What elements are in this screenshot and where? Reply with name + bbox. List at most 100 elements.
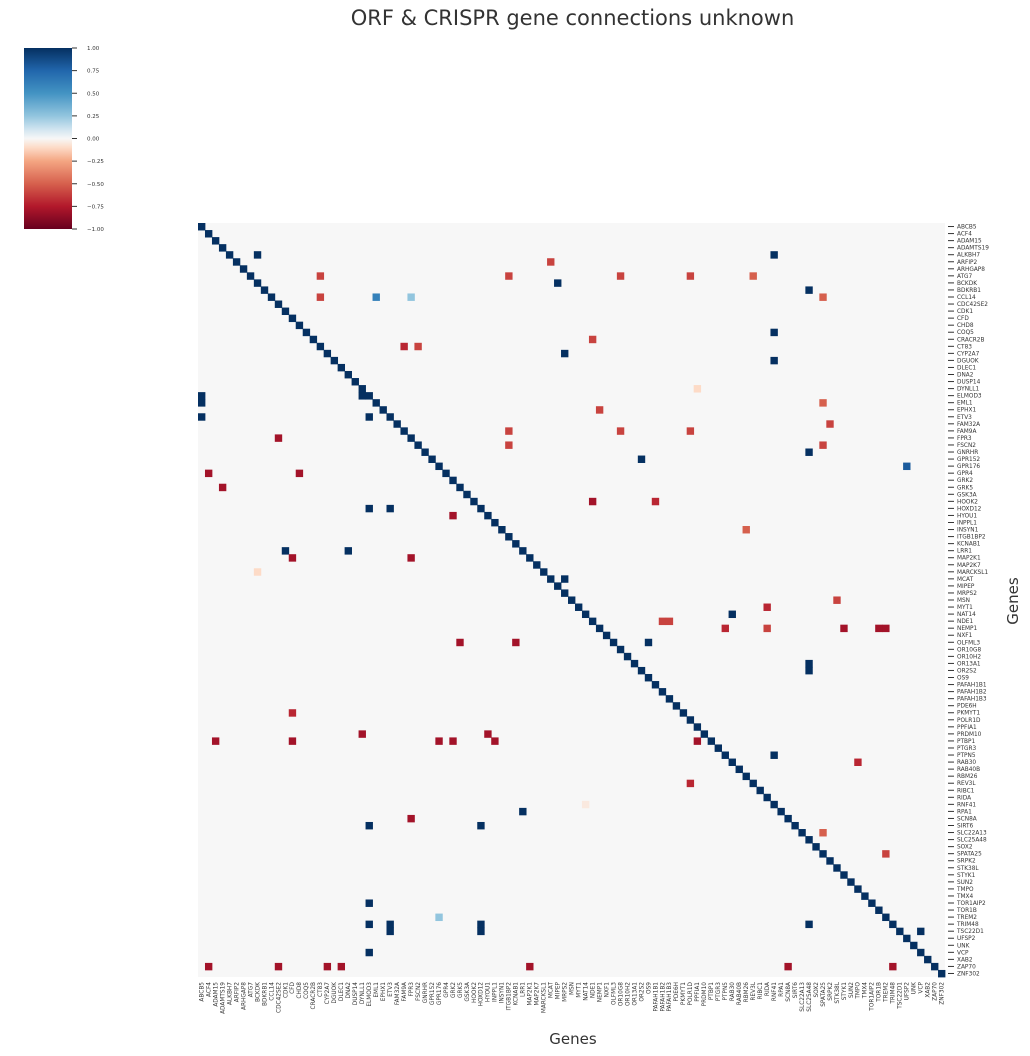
x-tick-label: NAT14: [583, 982, 589, 1001]
y-tick-label: ALKBH7: [957, 253, 980, 259]
y-tick-label: HOXD12: [957, 506, 982, 512]
colorbar-tick-label: 0.00: [87, 137, 100, 143]
y-tick-label: MCAT: [957, 577, 974, 583]
heatmap-cell: [630, 659, 639, 668]
x-tick-label: FAM9A: [402, 982, 408, 1001]
heatmap-cell: [309, 335, 318, 344]
heatmap-cell: [302, 328, 311, 337]
heatmap-cell: [728, 610, 736, 619]
x-tick-label: DNA2: [346, 982, 352, 999]
heatmap-cell: [344, 370, 352, 379]
x-tick-label: MRPS2: [563, 982, 569, 1002]
y-tick-label: GRK2: [957, 478, 973, 484]
y-tick-label: POLR1D: [957, 718, 981, 724]
heatmap-cell: [407, 434, 415, 442]
heatmap-cell: [847, 878, 855, 886]
x-tick-label: FSCN2: [416, 982, 422, 1001]
heatmap-cell: [386, 920, 394, 929]
x-tick-label: REV3L: [751, 981, 757, 1000]
heatmap-cell: [365, 899, 373, 907]
heatmap-cell: [763, 793, 771, 802]
heatmap-cell: [784, 814, 792, 823]
heatmap-cell: [540, 568, 548, 576]
x-tick-label: TMX4: [863, 982, 869, 1000]
heatmap-cell: [198, 413, 206, 421]
heatmap-cell: [561, 575, 569, 583]
y-tick-label: RIBC1: [957, 788, 975, 794]
heatmap-cell: [889, 962, 897, 971]
heatmap-cell: [854, 758, 862, 766]
heatmap-cell: [637, 455, 646, 463]
x-tick-label: GPR4: [444, 982, 450, 998]
heatmap-cell: [924, 955, 932, 964]
x-tick-label: SPATA25: [821, 982, 827, 1007]
heatmap-cell: [561, 589, 569, 597]
heatmap-cell: [204, 962, 213, 971]
heatmap-cell: [686, 272, 695, 280]
heatmap-cell: [491, 737, 499, 745]
x-tick-label: HYOU1: [486, 982, 492, 1002]
heatmap-cell: [875, 624, 883, 633]
y-tick-label: PKMYT1: [957, 711, 980, 717]
heatmap-cell: [477, 920, 485, 929]
colorbar: 1.00 0.75 0.50 0.25 0.00 −0.25 −0.50 −0.75 −1.00: [24, 46, 104, 233]
y-tick-label: FAM32A: [957, 422, 980, 428]
heatmap-cell: [749, 272, 757, 280]
y-tick-label: DGUOK: [957, 358, 979, 364]
y-tick-label: SIRT6: [957, 823, 974, 829]
y-tick-label: PAFAH1B3: [957, 697, 987, 703]
x-tick-label: BDKRB1: [262, 982, 268, 1006]
heatmap-cell: [679, 709, 688, 717]
x-tick-label: SRPK2: [828, 982, 834, 1001]
x-tick-label: GPR176: [437, 982, 443, 1005]
colorbar-tick-label: −0.25: [87, 159, 104, 165]
x-tick-label: NXF1: [604, 982, 610, 998]
heatmap-cell: [700, 730, 709, 738]
y-tick-label: OS9: [957, 676, 969, 682]
heatmap-cell: [756, 786, 764, 795]
heatmap-cell: [330, 356, 339, 365]
x-tick-label: VCP: [919, 982, 925, 994]
heatmap-cell: [882, 913, 890, 922]
heatmap-cell: [288, 737, 297, 745]
heatmap-cell: [658, 617, 667, 626]
y-tick-label: PPFIA1: [957, 725, 977, 731]
x-tick-label: OR10G8: [618, 982, 624, 1006]
x-tick-label: GSK3A: [465, 982, 471, 1002]
heatmap-cell: [491, 518, 499, 527]
heatmap-cell: [588, 497, 597, 506]
heatmap-cell: [316, 342, 325, 351]
x-tick-label: CT83: [318, 982, 324, 997]
x-tick-label: ACF4: [206, 982, 212, 997]
x-tick-label: CYP2A7: [325, 982, 331, 1005]
heatmap-cell: [484, 511, 492, 520]
x-tick-label: RPA1: [779, 982, 785, 997]
colorbar-tick-label: −0.50: [87, 182, 104, 188]
colorbar-gradient: [24, 48, 72, 229]
y-tick-label: CDK1: [957, 309, 973, 315]
heatmap-cell: [721, 624, 729, 633]
x-tick-label: SLC25A48: [807, 982, 813, 1012]
x-tick-label: LRR1: [521, 982, 527, 997]
heatmap-cell: [526, 962, 534, 971]
x-tick-label: CHD8: [297, 982, 303, 999]
heatmap-cell: [616, 645, 625, 654]
heatmap-cell: [323, 962, 332, 971]
heatmap-cell: [777, 807, 785, 816]
x-tick-label: STK38L: [835, 981, 841, 1003]
y-tick-label: NEMP1: [957, 626, 977, 632]
heatmap-cell: [931, 962, 939, 971]
heatmap-cell: [281, 547, 290, 555]
heatmap-cell: [840, 871, 848, 879]
heatmap-cell: [693, 385, 702, 393]
x-tick-label: STYK1: [842, 982, 848, 1001]
y-tick-label: GSK3A: [957, 492, 977, 498]
y-tick-label: RNF41: [957, 802, 976, 808]
x-tick-label: ZNF302: [940, 982, 946, 1005]
y-tick-label: CHD8: [957, 323, 974, 329]
heatmap-cell: [749, 779, 757, 788]
y-tick-label: TREM2: [956, 915, 977, 921]
heatmap-cell: [805, 286, 813, 294]
heatmap-cell: [421, 448, 429, 456]
